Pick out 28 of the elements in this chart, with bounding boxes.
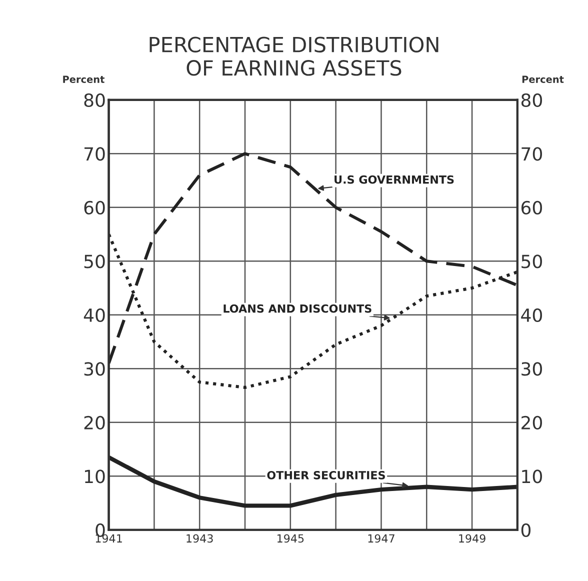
series-label: LOANS AND DISCOUNTS: [224, 304, 372, 313]
y-tick-label: 40: [84, 308, 105, 322]
y-tick-label: 70: [84, 147, 105, 161]
y2-tick-label: 30: [522, 362, 542, 376]
x-tick-label: 1947: [368, 534, 394, 543]
y2-tick-label: 20: [522, 416, 542, 430]
y-tick-label: 50: [84, 254, 105, 268]
line-series: [108, 455, 518, 508]
y-axis-title: Percent: [63, 76, 104, 83]
y-tick-label: 30: [84, 362, 105, 376]
y2-tick-label: 60: [521, 200, 542, 215]
y-tick-label: 60: [84, 200, 105, 215]
y2-tick-label: 70: [522, 147, 542, 161]
x-tick-label: 1943: [186, 534, 213, 543]
chart-title: PERCENTAGE DISTRIBUTION OF EARNING ASSETS: [150, 36, 438, 76]
y2-axis-title: Percent: [522, 76, 564, 83]
y-tick-label: 20: [84, 416, 105, 430]
y2-tick-label: 80: [521, 93, 542, 108]
y2-tick-label: 40: [521, 308, 542, 322]
series-label: OTHER SECURITIES: [267, 470, 385, 480]
y2-tick-label: 10: [522, 470, 542, 484]
y2-tick-label: 50: [522, 254, 542, 268]
series-label: U.S GOVERNMENTS: [334, 175, 454, 184]
y-tick-label: 80: [84, 93, 105, 108]
x-tick-label: 1945: [277, 534, 304, 543]
y-tick-label: 10: [85, 470, 105, 484]
y2-tick-label: 0: [521, 523, 531, 537]
x-tick-label: 1949: [459, 534, 486, 543]
